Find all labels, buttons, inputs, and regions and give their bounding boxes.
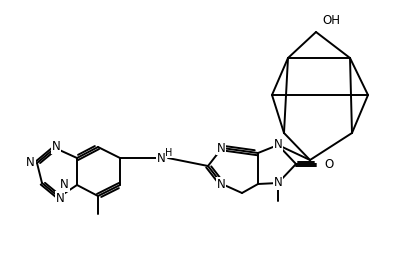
Text: N: N bbox=[26, 157, 35, 170]
Text: OH: OH bbox=[322, 14, 340, 27]
Text: N: N bbox=[274, 139, 282, 151]
Text: N: N bbox=[217, 178, 225, 190]
Text: O: O bbox=[324, 158, 333, 170]
Text: H: H bbox=[165, 148, 173, 158]
Text: N: N bbox=[157, 151, 166, 164]
Text: N: N bbox=[274, 177, 282, 189]
Text: N: N bbox=[56, 191, 64, 205]
Text: N: N bbox=[52, 141, 60, 153]
Text: N: N bbox=[217, 142, 225, 154]
Text: N: N bbox=[60, 179, 69, 191]
